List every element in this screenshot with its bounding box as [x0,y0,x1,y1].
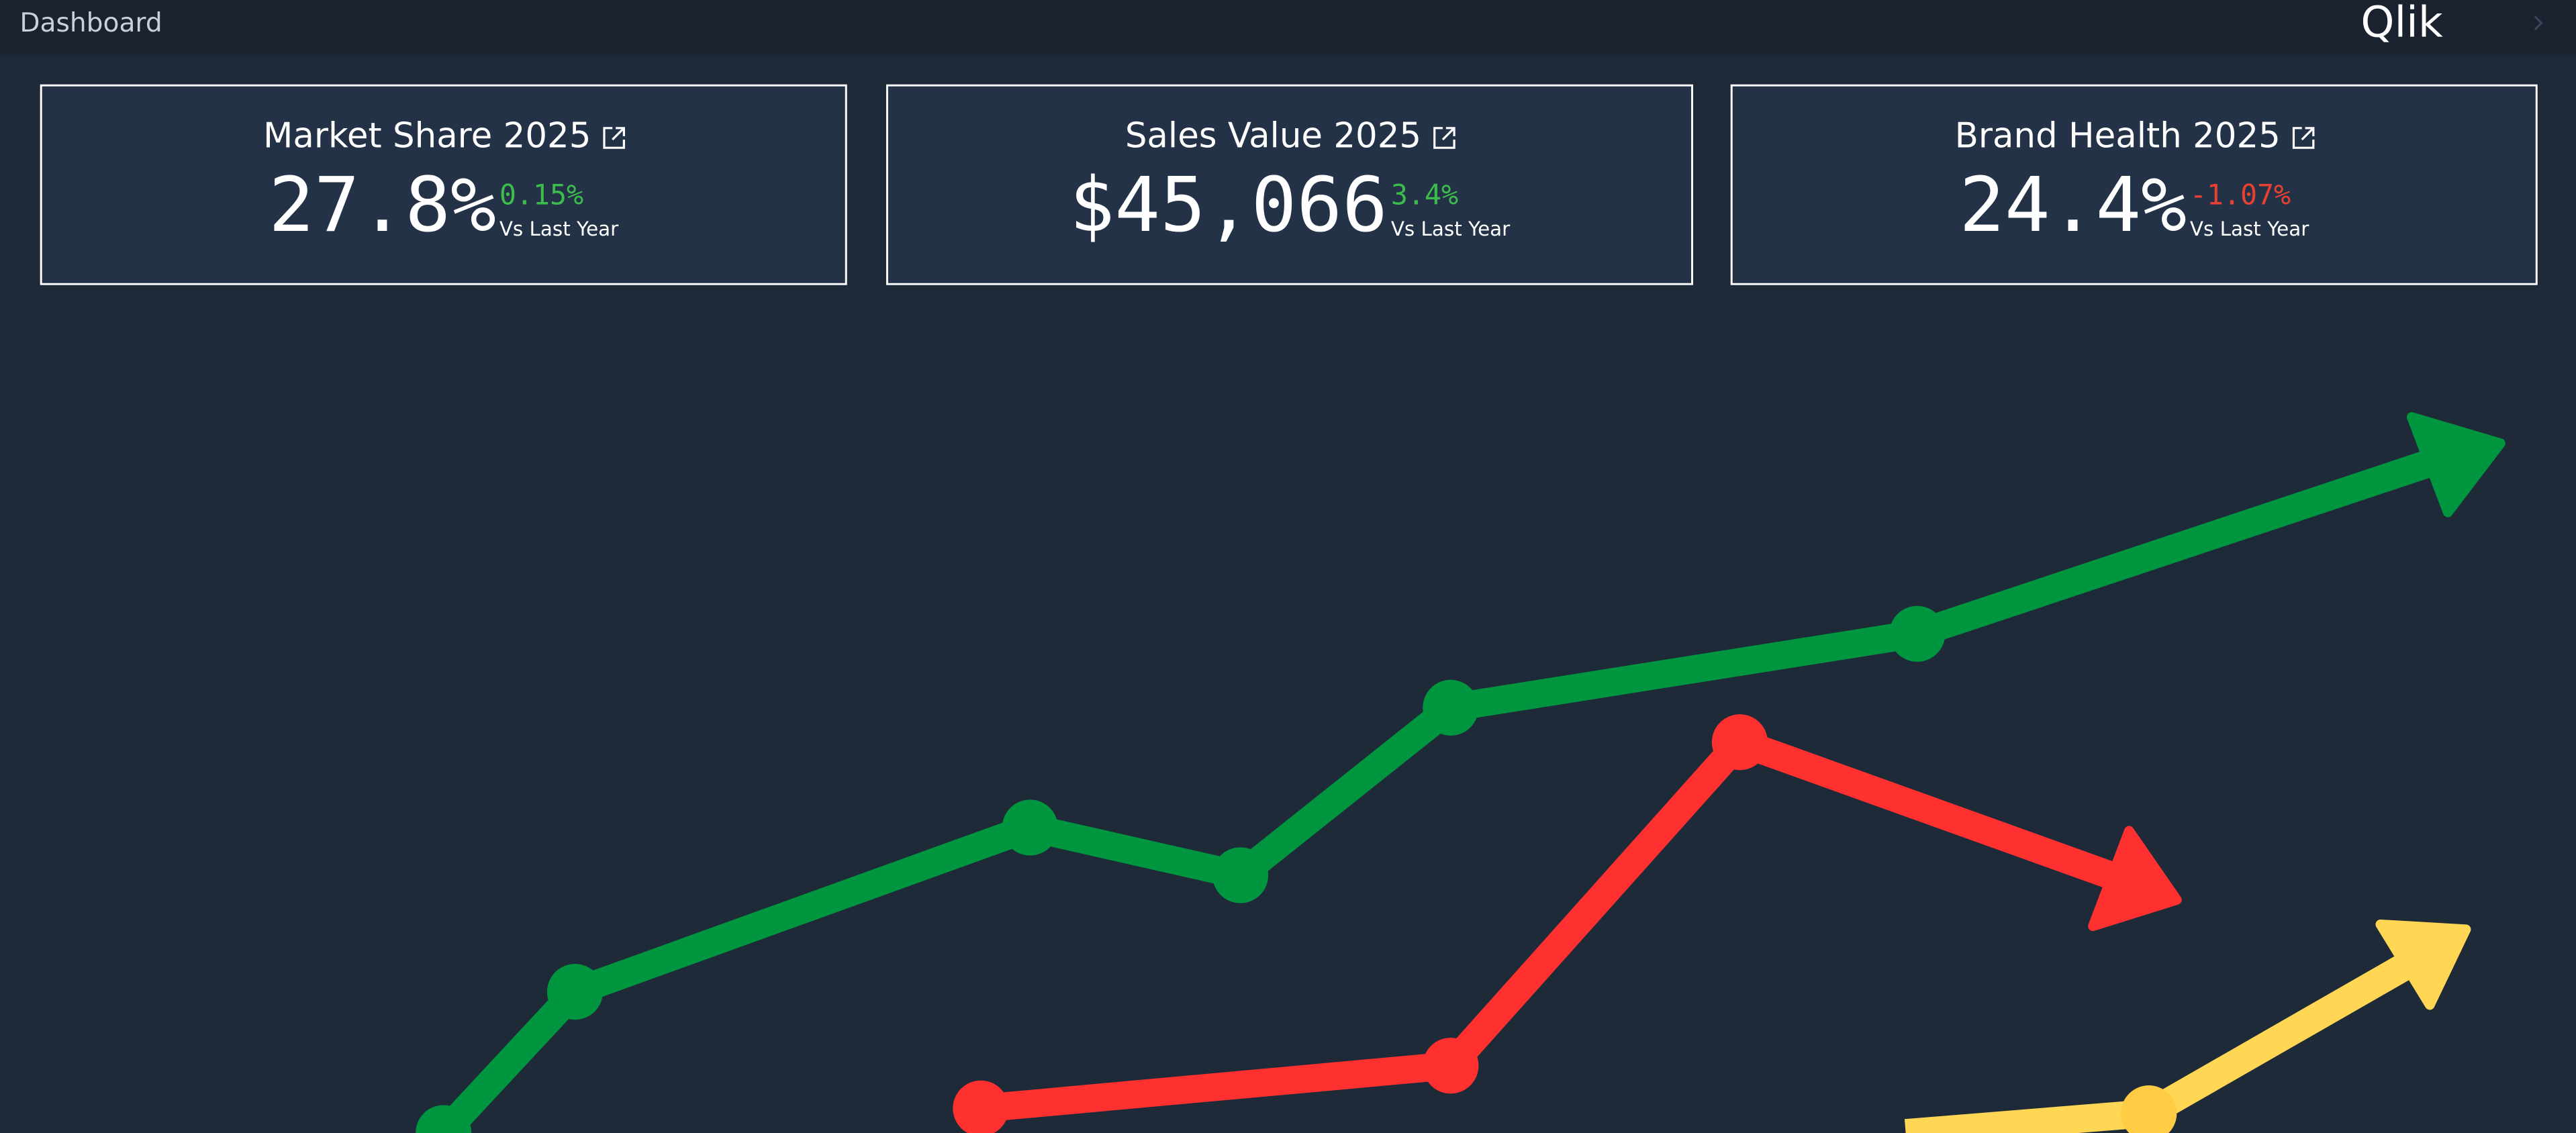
card-frame [1730,84,2538,285]
red-dots [953,714,1768,1133]
kpi-change: 3.4% [1391,179,1458,211]
red-arrowhead [2088,826,2182,932]
kpi-card[interactable]: Market Share 2025 27.8% 0.15% Vs Last Year [40,84,847,285]
yellow-arrowhead [2375,919,2471,1010]
header-bar [0,0,2576,54]
green-dots [416,605,1946,1133]
kpi-comparison: Vs Last Year [499,217,619,240]
kpi-comparison: Vs Last Year [2190,217,2309,240]
kpi-change: -1.07% [2190,179,2291,211]
card-frame [40,84,847,285]
card-title: Brand Health 2025 [1955,116,2281,156]
kpi-value: $45,066 [1069,161,1388,249]
logo: Qlik [2360,0,2442,47]
yellow-dot [2121,1085,2177,1133]
card-title: Market Share 2025 [263,116,591,156]
kpi-value: 27.8% [269,161,496,249]
card-title: Sales Value 2025 [1125,116,1421,156]
external-link-icon[interactable] [1433,127,1456,149]
kpi-card[interactable]: Brand Health 2025 24.4% -1.07% Vs Last Year [1730,84,2538,285]
decorative-arrows [416,412,2506,1133]
red-trend-line [980,728,2124,1123]
kpi-card[interactable]: Sales Value 2025 $45,066 3.4% Vs Last Year [886,84,1693,285]
kpi-value: 24.4% [1959,161,2187,249]
collapse-caret[interactable] [2534,15,2543,31]
green-arrowhead [2406,412,2506,518]
kpi-change: 0.15% [499,179,583,211]
kpi-comparison: Vs Last Year [1391,217,1511,240]
card-frame [886,84,1693,285]
external-link-icon[interactable] [603,127,625,149]
header-title: Dashboard [19,8,162,38]
external-link-icon[interactable] [2292,127,2315,149]
